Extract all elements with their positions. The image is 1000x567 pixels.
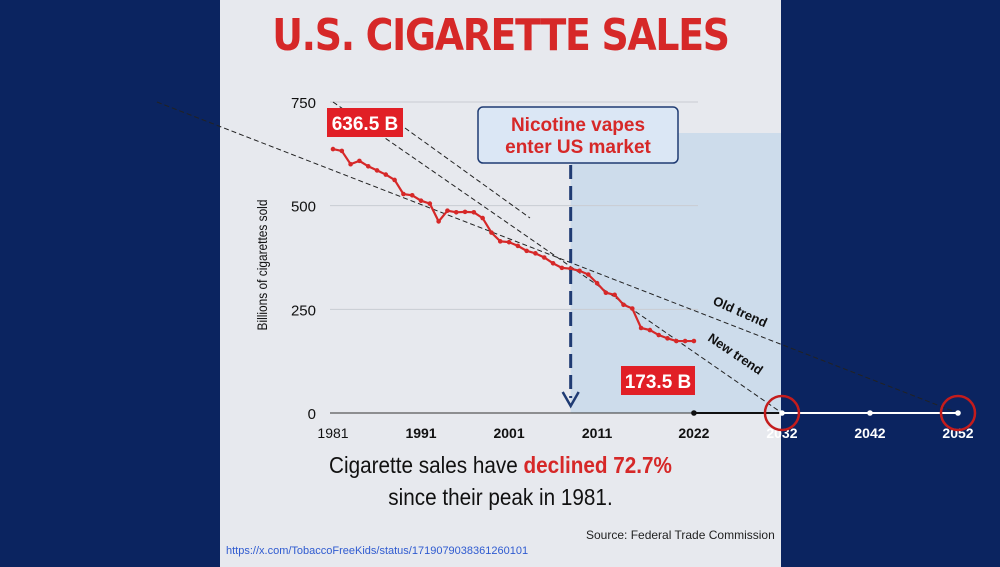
x-tick-label: 2011: [582, 425, 613, 441]
source-url[interactable]: https://x.com/TobaccoFreeKids/status/171…: [226, 545, 529, 557]
data-point: [365, 163, 371, 169]
axis-dot: [867, 410, 873, 416]
data-point: [436, 219, 441, 224]
data-point: [550, 261, 556, 266]
data-point: [524, 248, 529, 254]
vape-callout-box: [477, 106, 679, 164]
label-leader-line: [404, 127, 531, 219]
data-point: [409, 193, 415, 198]
data-point: [453, 210, 459, 215]
data-point: [497, 239, 503, 244]
data-point: [621, 302, 626, 308]
data-point: [471, 210, 477, 215]
data-point: [533, 251, 538, 256]
y-tick-label: 250: [291, 302, 316, 319]
data-point: [577, 268, 582, 274]
latest-label-box: [621, 366, 695, 395]
data-point: [541, 255, 547, 260]
data-point: [629, 306, 635, 311]
data-point: [674, 338, 679, 344]
data-point: [656, 332, 662, 338]
chart-title: U.S. CIGARETTE SALES: [272, 10, 730, 61]
zero-crossing-circle: [763, 394, 801, 432]
data-point: [682, 338, 688, 344]
data-point: [480, 215, 485, 221]
y-tick-label: 0: [308, 406, 316, 423]
data-point: [348, 161, 353, 167]
data-point: [506, 239, 512, 245]
data-point: [330, 146, 336, 152]
trend-line: [156, 101, 959, 414]
zero-crossing-circle: [939, 394, 977, 432]
x-tick-label: 1981: [317, 425, 348, 441]
data-point: [612, 292, 617, 298]
y-axis-label: Billions of cigarettes sold: [254, 200, 270, 331]
caption-line-1: Cigarette sales have declined 72.7%: [248, 452, 753, 479]
data-point: [427, 201, 433, 206]
axis-dot: [955, 410, 961, 416]
data-point: [462, 209, 468, 215]
data-point: [638, 325, 644, 331]
x-tick-label: 2001: [493, 425, 524, 441]
data-point: [489, 230, 494, 235]
x-tick-label: 2042: [854, 425, 885, 441]
peak-label: 636.5 B: [332, 114, 399, 135]
data-point: [594, 280, 600, 286]
data-point: [515, 243, 521, 249]
axis-dot: [779, 410, 785, 416]
caption-line-2: since their peak in 1981.: [388, 484, 613, 510]
vape-callout-line-1: Nicotine vapes: [511, 115, 645, 136]
latest-label: 173.5 B: [625, 372, 692, 393]
caption-prefix: Cigarette sales have: [329, 452, 524, 478]
peak-label-box: [327, 108, 403, 137]
data-point: [665, 336, 670, 341]
x-tick-label: 2022: [678, 425, 709, 441]
data-point: [374, 168, 380, 173]
data-point: [418, 198, 424, 203]
data-point: [357, 158, 362, 164]
vape-callout-line-2: enter US market: [505, 137, 651, 158]
vape-entry-arrowhead: [561, 391, 580, 409]
data-point: [383, 172, 389, 177]
data-point: [559, 265, 565, 271]
y-tick-label: 500: [291, 199, 316, 216]
data-point: [585, 272, 591, 277]
caption-highlight: declined 72.7%: [523, 452, 672, 478]
data-point: [603, 290, 609, 296]
data-point: [392, 177, 397, 183]
data-point: [568, 266, 573, 271]
data-point: [691, 338, 697, 344]
trend-line: [332, 101, 783, 414]
data-point: [445, 208, 450, 213]
axis-dot: [691, 410, 697, 416]
x-tick-label: 1991: [405, 425, 436, 441]
y-tick-label: 750: [291, 95, 316, 112]
data-point: [339, 148, 345, 154]
source-note: Source: Federal Trade Commission: [586, 528, 775, 542]
data-point: [647, 327, 653, 333]
data-point: [401, 191, 406, 197]
